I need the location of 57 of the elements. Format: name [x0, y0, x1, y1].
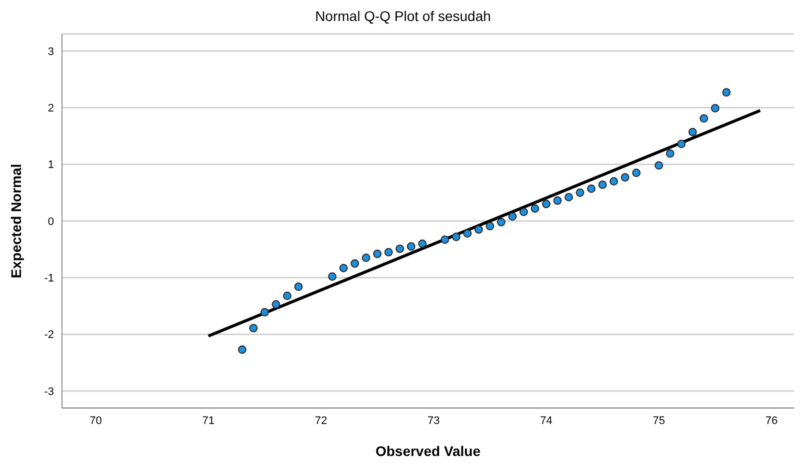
x-tick-label: 71 — [202, 414, 215, 427]
x-tick-label: 74 — [540, 414, 552, 427]
point — [463, 229, 472, 238]
point — [283, 292, 292, 300]
point — [700, 114, 708, 123]
point — [530, 204, 540, 213]
point — [666, 149, 674, 158]
y-tick-label: -2 — [44, 329, 54, 342]
point — [294, 282, 303, 291]
point — [564, 193, 573, 202]
point — [238, 345, 246, 354]
chart-title: Normal Q-Q Plot of sesudah — [314, 8, 492, 26]
y-tick-label: -1 — [44, 272, 54, 285]
point — [328, 272, 336, 281]
point — [474, 225, 483, 234]
point — [576, 188, 584, 197]
x-tick-label: 70 — [90, 414, 102, 427]
point — [396, 244, 404, 253]
point — [520, 208, 528, 216]
point — [610, 177, 618, 186]
point — [497, 218, 506, 226]
point — [688, 128, 697, 136]
point — [452, 232, 460, 242]
point — [598, 180, 607, 189]
point — [710, 104, 720, 112]
y-tick-label: 0 — [48, 216, 54, 228]
point — [339, 264, 348, 272]
x-axis-title: Observed Value — [375, 443, 481, 459]
point — [486, 222, 494, 230]
point — [272, 300, 280, 308]
y-tick-label: 3 — [48, 46, 54, 58]
y-axis-title: Expected Normal — [8, 164, 24, 278]
y-tick-label: 1 — [48, 159, 54, 172]
x-tick-label: 73 — [428, 414, 440, 427]
point — [553, 196, 562, 205]
x-tick-label: 72 — [314, 414, 328, 427]
point — [350, 259, 359, 268]
point — [620, 173, 630, 182]
point — [249, 324, 258, 332]
point — [654, 161, 664, 170]
point — [373, 250, 382, 258]
x-tick-label: 76 — [765, 414, 778, 427]
point — [508, 212, 517, 221]
x-tick-label: 75 — [652, 414, 665, 427]
point — [362, 254, 370, 262]
point — [260, 308, 269, 316]
point — [722, 88, 731, 97]
y-tick-label: 2 — [48, 102, 54, 115]
point — [542, 200, 550, 208]
point — [632, 168, 641, 178]
point — [440, 236, 450, 244]
point — [418, 239, 427, 248]
y-tick-label: -3 — [44, 386, 54, 398]
point — [587, 184, 596, 193]
point — [406, 242, 416, 251]
point — [384, 248, 393, 256]
point — [677, 140, 686, 148]
